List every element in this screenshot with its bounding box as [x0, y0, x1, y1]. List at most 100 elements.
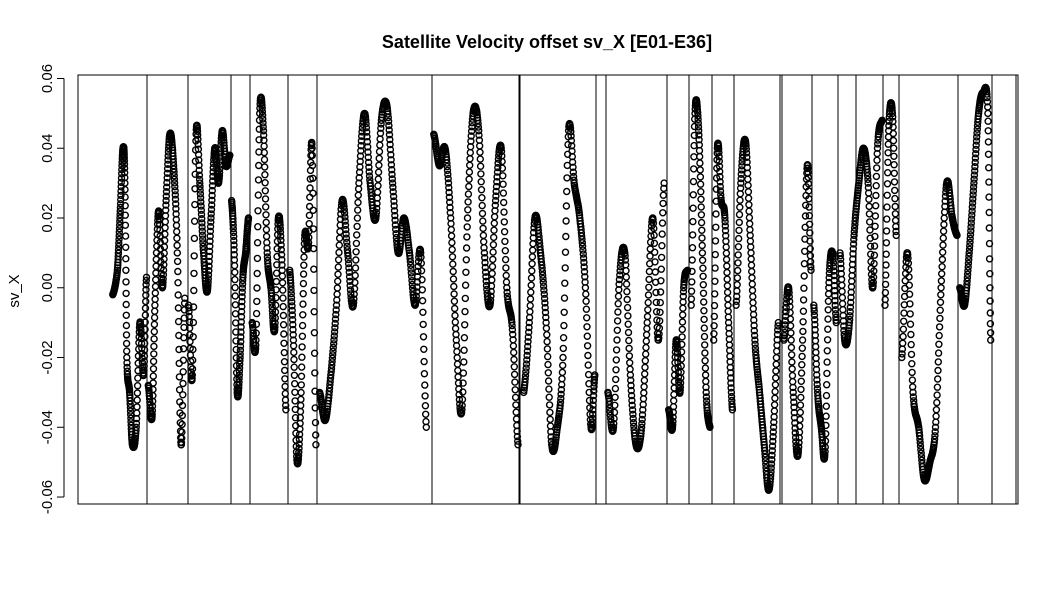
- data-point: [445, 193, 454, 202]
- data-point: [651, 248, 659, 256]
- data-point: [733, 281, 741, 289]
- data-point: [451, 304, 459, 313]
- data-point: [288, 302, 296, 310]
- data-point: [822, 421, 830, 430]
- data-point: [335, 234, 344, 242]
- data-point: [799, 327, 807, 336]
- data-point: [255, 161, 263, 170]
- data-point: [749, 299, 757, 307]
- data-point: [328, 354, 337, 362]
- data-point: [544, 369, 552, 377]
- data-point: [985, 255, 994, 263]
- data-point: [188, 365, 197, 373]
- data-point: [260, 148, 268, 157]
- data-point: [253, 238, 262, 247]
- data-point: [824, 315, 832, 323]
- data-point: [883, 180, 892, 188]
- data-point: [197, 202, 205, 210]
- data-point: [161, 217, 170, 226]
- data-point: [789, 388, 797, 397]
- data-point: [656, 288, 665, 296]
- data-point: [310, 286, 318, 295]
- data-point: [297, 388, 305, 397]
- data-point: [712, 223, 720, 232]
- data-point: [699, 272, 707, 280]
- data-point: [696, 180, 705, 188]
- data-point: [753, 363, 761, 371]
- data-point: [191, 200, 199, 209]
- data-point: [363, 137, 372, 146]
- data-point: [475, 131, 483, 139]
- data-point: [785, 289, 793, 297]
- data-point: [546, 422, 555, 430]
- data-point: [308, 151, 316, 160]
- data-point: [451, 324, 460, 333]
- data-point: [335, 241, 343, 249]
- data-point: [683, 266, 692, 274]
- data-point: [509, 342, 518, 350]
- data-point: [890, 178, 899, 186]
- data-point: [195, 171, 204, 179]
- data-point: [258, 107, 267, 116]
- data-point: [384, 113, 392, 122]
- data-point: [973, 133, 981, 141]
- data-point: [727, 392, 736, 401]
- data-point: [727, 374, 735, 382]
- data-point: [295, 440, 303, 448]
- data-point: [444, 179, 453, 187]
- data-point: [140, 362, 148, 370]
- data-point: [235, 378, 243, 386]
- data-point: [984, 127, 992, 135]
- data-point: [334, 277, 342, 285]
- data-point: [805, 203, 813, 211]
- data-point: [300, 261, 308, 269]
- data-point: [698, 249, 707, 257]
- data-point: [699, 281, 707, 289]
- data-point: [296, 407, 305, 416]
- data-point: [567, 132, 575, 140]
- data-point: [971, 167, 979, 175]
- data-point: [889, 136, 898, 145]
- data-point: [545, 401, 554, 409]
- data-point: [236, 346, 245, 354]
- data-point: [306, 193, 314, 202]
- data-point: [742, 149, 751, 157]
- data-point: [614, 300, 622, 308]
- data-point: [807, 266, 815, 274]
- data-point: [179, 368, 187, 376]
- data-point: [142, 273, 151, 281]
- data-point: [288, 306, 296, 315]
- data-point: [629, 418, 638, 427]
- data-point: [162, 201, 170, 209]
- data-point: [353, 222, 361, 231]
- data-point: [934, 358, 942, 366]
- data-point: [287, 286, 295, 294]
- data-point: [295, 435, 304, 444]
- data-point: [625, 352, 634, 360]
- data-point: [489, 248, 497, 256]
- data-point: [540, 286, 548, 294]
- data-point: [243, 234, 251, 243]
- data-point: [881, 280, 890, 289]
- data-point: [651, 258, 659, 266]
- data-point: [892, 231, 900, 240]
- data-point: [445, 183, 453, 192]
- data-point: [710, 330, 718, 338]
- data-point: [746, 220, 754, 228]
- data-point: [253, 297, 261, 306]
- data-point: [235, 371, 244, 379]
- data-point: [688, 267, 696, 276]
- data-point: [252, 320, 261, 328]
- data-point: [114, 242, 123, 251]
- data-point: [970, 175, 978, 183]
- data-point: [278, 279, 287, 287]
- data-point: [264, 260, 272, 268]
- data-point: [141, 311, 150, 319]
- data-point: [280, 330, 288, 338]
- data-point: [481, 263, 489, 272]
- data-point: [641, 370, 649, 378]
- data-point: [305, 219, 313, 228]
- data-point: [652, 308, 661, 316]
- data-point: [696, 166, 704, 174]
- data-point: [688, 243, 697, 252]
